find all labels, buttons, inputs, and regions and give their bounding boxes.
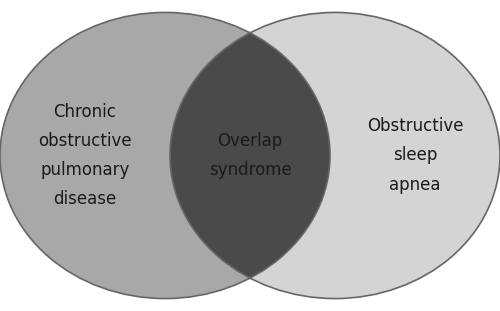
Ellipse shape (170, 12, 500, 299)
Ellipse shape (170, 12, 500, 299)
Ellipse shape (0, 12, 330, 299)
Text: Overlap
syndrome: Overlap syndrome (208, 132, 292, 179)
Text: Obstructive
sleep
apnea: Obstructive sleep apnea (367, 117, 463, 194)
Text: Chronic
obstructive
pulmonary
disease: Chronic obstructive pulmonary disease (38, 103, 132, 208)
